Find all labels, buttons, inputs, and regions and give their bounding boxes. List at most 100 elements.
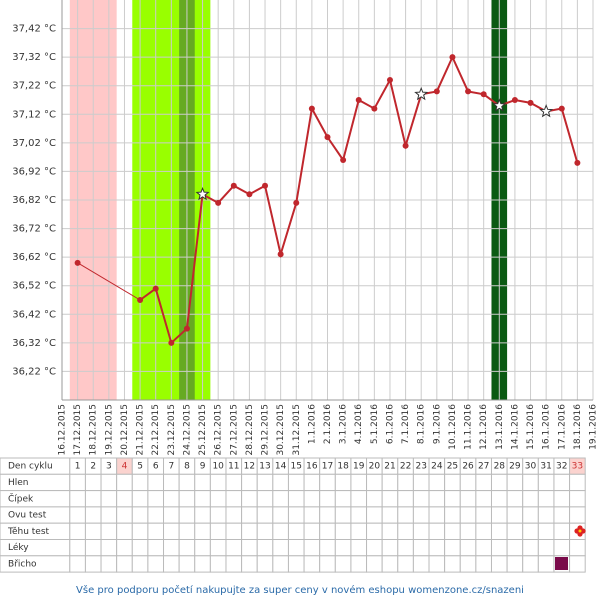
- table-cell: [100, 473, 118, 492]
- table-cell: [444, 555, 461, 573]
- row-label: Hlen: [8, 478, 29, 488]
- table-cell: [147, 539, 165, 557]
- table-cell: [569, 506, 586, 524]
- table-cell: [209, 539, 227, 557]
- table-cell: [428, 522, 446, 541]
- y-tick-label: 37,32 °C: [12, 52, 56, 63]
- table-cell: [100, 506, 118, 524]
- table-cell: [241, 555, 258, 573]
- y-tick-label: 36,42 °C: [12, 309, 56, 320]
- data-point: [558, 105, 565, 112]
- cycle-day: 18: [337, 462, 349, 472]
- table-cell: [303, 555, 321, 573]
- table-cell: [522, 555, 539, 573]
- table-cell: [522, 522, 539, 541]
- table-cell: [100, 539, 118, 557]
- row-label: Čípek: [8, 492, 34, 504]
- table-cell: [272, 539, 289, 557]
- x-tick-label: 19.1.2016: [589, 404, 599, 450]
- table-cell: [241, 522, 258, 541]
- table-cell: [287, 555, 305, 573]
- table-cell: [69, 490, 86, 508]
- table-cell: [553, 506, 571, 524]
- table-cell: [569, 555, 586, 573]
- table-cell: [381, 522, 399, 541]
- table-cell: [334, 490, 352, 508]
- table-cell: [490, 539, 508, 557]
- x-tick-label: 30.12.2015: [276, 404, 286, 456]
- table-cell: [256, 490, 274, 508]
- table-cell: [537, 539, 555, 557]
- table-cell: [225, 473, 243, 492]
- table-cell: [256, 539, 274, 557]
- table-cell: [69, 555, 86, 573]
- table-cell: [397, 506, 414, 524]
- table-cell: [350, 522, 368, 541]
- table-cell: [163, 490, 180, 508]
- table-cell: [334, 539, 352, 557]
- table-cell: [209, 490, 227, 508]
- table-cell: [256, 473, 274, 492]
- cycle-day: 6: [153, 462, 159, 472]
- table-cell: [178, 506, 196, 524]
- cycle-day: 31: [540, 462, 551, 472]
- table-cell: [459, 473, 477, 492]
- data-point: [324, 134, 331, 141]
- table-cell: [506, 539, 524, 557]
- data-point: [168, 339, 175, 346]
- table-cell: [303, 473, 321, 492]
- table-cell: [131, 555, 149, 573]
- table-cell: [272, 555, 289, 573]
- y-tick-label: 37,02 °C: [12, 138, 56, 149]
- table-cell: [506, 522, 524, 541]
- table-cell: [84, 506, 102, 524]
- table-cell: [272, 522, 289, 541]
- data-point: [449, 54, 456, 61]
- table-cell: [84, 490, 102, 508]
- data-point: [293, 199, 300, 206]
- x-tick-label: 23.12.2015: [167, 404, 177, 456]
- table-cell: [522, 506, 539, 524]
- table-cell: [147, 473, 165, 492]
- table-cell: [303, 539, 321, 557]
- table-cell: [178, 473, 196, 492]
- table-cell: [553, 490, 571, 508]
- x-tick-label: 6.1.2016: [385, 404, 395, 444]
- table-cell: [225, 555, 243, 573]
- x-tick-label: 1.1.2016: [307, 404, 317, 444]
- table-cell: [459, 555, 477, 573]
- table-cell: [84, 473, 102, 492]
- table-cell: [381, 555, 399, 573]
- table-cell: [84, 555, 102, 573]
- table-cell: [116, 555, 133, 573]
- data-point: [480, 91, 487, 98]
- table-cell: [366, 490, 383, 508]
- cycle-day: 24: [431, 462, 443, 472]
- x-tick-label: 11.1.2016: [464, 404, 474, 450]
- x-tick-label: 5.1.2016: [370, 404, 380, 444]
- x-tick-label: 12.1.2016: [479, 404, 489, 450]
- cycle-day: 14: [275, 462, 287, 472]
- table-cell: [241, 490, 258, 508]
- table-cell: [459, 522, 477, 541]
- table-cell: [537, 506, 555, 524]
- table-cell: [178, 539, 196, 557]
- table-cell: [381, 473, 399, 492]
- table-cell: [163, 506, 180, 524]
- table-cell: [131, 522, 149, 541]
- table-cell: [334, 473, 352, 492]
- x-tick-label: 14.1.2016: [510, 404, 520, 450]
- data-point: [277, 251, 284, 258]
- table-cell: [287, 490, 305, 508]
- x-tick-label: 16.12.2015: [58, 404, 68, 456]
- data-point: [574, 159, 581, 166]
- table-cell: [350, 473, 368, 492]
- table-cell: [381, 506, 399, 524]
- cycle-day: 17: [322, 462, 333, 472]
- y-tick-label: 36,82 °C: [12, 195, 56, 206]
- table-cell: [194, 506, 211, 524]
- footer-link[interactable]: Vše pro podporu početí nakupujte za supe…: [76, 584, 524, 596]
- table-cell: [272, 490, 289, 508]
- x-tick-label: 28.12.2015: [245, 404, 255, 456]
- table-cell: [350, 490, 368, 508]
